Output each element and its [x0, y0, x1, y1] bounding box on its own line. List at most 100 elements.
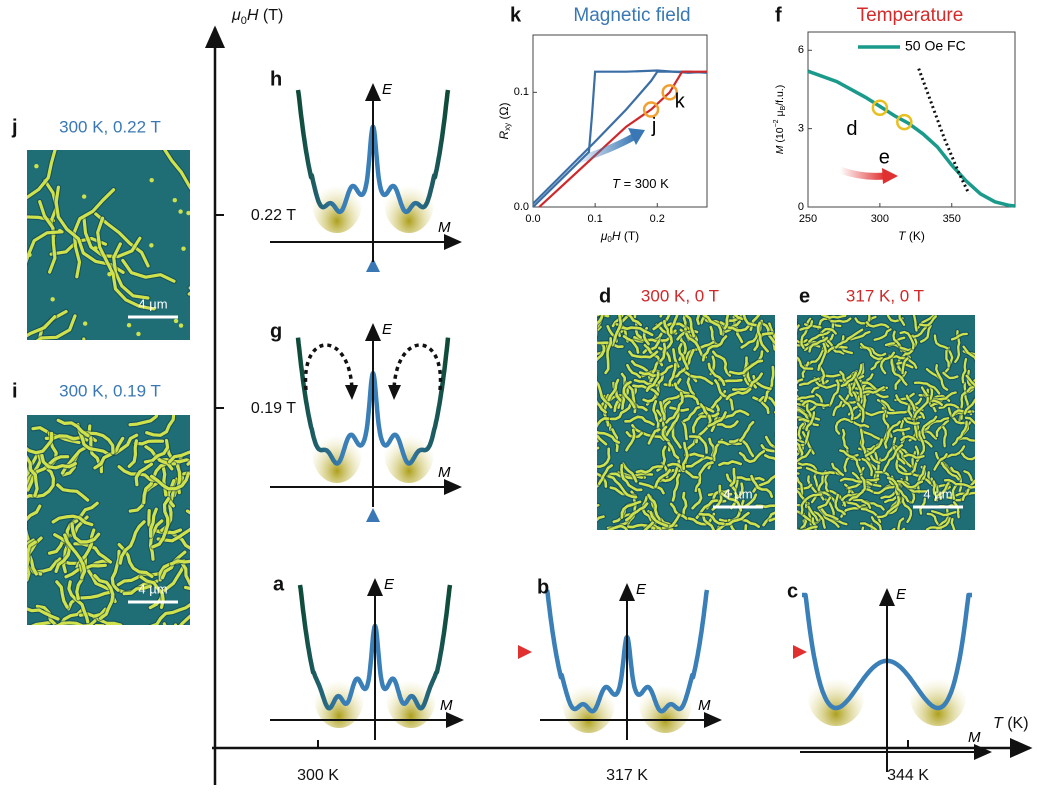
stripe: [834, 417, 853, 435]
stripe: [80, 430, 115, 455]
stripe: [127, 439, 138, 468]
stripe: [4, 510, 21, 528]
stripe: [888, 526, 897, 530]
stripe: [632, 315, 638, 320]
stripe: [774, 434, 775, 436]
stripe: [797, 503, 801, 507]
stripe: [597, 479, 602, 488]
stripe: [808, 336, 829, 353]
dot: [93, 246, 98, 251]
series-line: [538, 70, 707, 208]
stripe: [194, 605, 201, 632]
stripe: [625, 428, 636, 452]
stripe: [27, 454, 39, 498]
stripe: [30, 620, 52, 625]
annotation: T = 300 K: [612, 176, 669, 191]
marker: [642, 101, 660, 118]
marker: [896, 113, 913, 131]
stripe: [797, 424, 800, 430]
sweep-arrow: [576, 132, 637, 164]
stripe: [161, 621, 168, 625]
stripe: [716, 420, 739, 429]
stripe: [918, 315, 938, 327]
stripe: [738, 450, 766, 463]
stripe: [940, 461, 960, 481]
plot-frame: [807, 31, 1016, 208]
label-part: B: [780, 105, 787, 110]
stripe: [900, 435, 917, 442]
texture: [0, 150, 190, 358]
y-label: 0.22 T: [251, 207, 296, 224]
dot: [50, 297, 55, 302]
stripe: [63, 533, 87, 580]
stripe: [2, 631, 20, 658]
stripe: [983, 531, 996, 538]
stripe: [979, 414, 993, 437]
stripe: [903, 417, 920, 425]
stripe: [764, 454, 775, 461]
arrow-head: [628, 128, 645, 145]
stripe: [707, 362, 726, 386]
stripe: [797, 318, 798, 326]
stripe: [187, 291, 190, 296]
label-part: R: [497, 130, 511, 139]
dot: [136, 331, 141, 337]
stripe: [959, 533, 968, 559]
mfm-image: [580, 309, 789, 574]
stripe: [607, 378, 620, 402]
label-part: (10: [774, 127, 786, 145]
stripe: [690, 374, 714, 385]
stripe: [669, 502, 688, 520]
y-tick-label: 3: [798, 123, 804, 135]
stripe: [778, 519, 789, 538]
stripe: [617, 326, 654, 337]
stripe: [933, 453, 948, 471]
stripe: [831, 462, 845, 477]
x-tick-label: 300: [871, 213, 889, 225]
stripe: [143, 438, 170, 464]
stripe: [4, 510, 21, 528]
dot: [172, 198, 177, 203]
stripe: [718, 460, 742, 467]
stripe: [696, 315, 701, 326]
stripe: [979, 343, 995, 359]
stripe: [597, 477, 603, 490]
stripe: [96, 216, 156, 311]
stripe: [145, 415, 176, 437]
stripe: [912, 315, 918, 332]
stripe: [797, 356, 814, 370]
stripe: [934, 480, 951, 502]
texture: [0, 415, 201, 671]
stripe: [985, 403, 994, 421]
image-title: 300 K, 0.22 T: [59, 117, 161, 136]
stripe: [133, 439, 165, 446]
stripe: [733, 315, 744, 321]
stripe: [621, 462, 638, 483]
stripe: [153, 630, 157, 671]
marker-label: j: [651, 115, 656, 137]
x-axis-title: μ0H (T): [600, 229, 639, 244]
stripe: [0, 299, 17, 358]
stripe: [839, 477, 873, 486]
stripe: [797, 448, 812, 463]
stripe: [944, 349, 954, 374]
stripe: [182, 470, 190, 476]
stripe: [673, 382, 690, 395]
stripe: [942, 371, 959, 380]
stripe: [773, 444, 775, 454]
plot-frame: [532, 34, 708, 208]
x-tick-label: 0.1: [587, 213, 602, 225]
stripe: [880, 399, 895, 413]
stripe: [112, 242, 150, 300]
stripe: [908, 326, 928, 338]
stripe: [611, 540, 614, 574]
stripe: [0, 456, 20, 500]
stripe: [750, 474, 774, 498]
stripe: [590, 540, 614, 555]
stripe: [626, 309, 647, 312]
stripe: [51, 514, 94, 527]
population-glow: [909, 666, 967, 726]
stripe: [839, 449, 862, 473]
stripe: [580, 529, 613, 539]
